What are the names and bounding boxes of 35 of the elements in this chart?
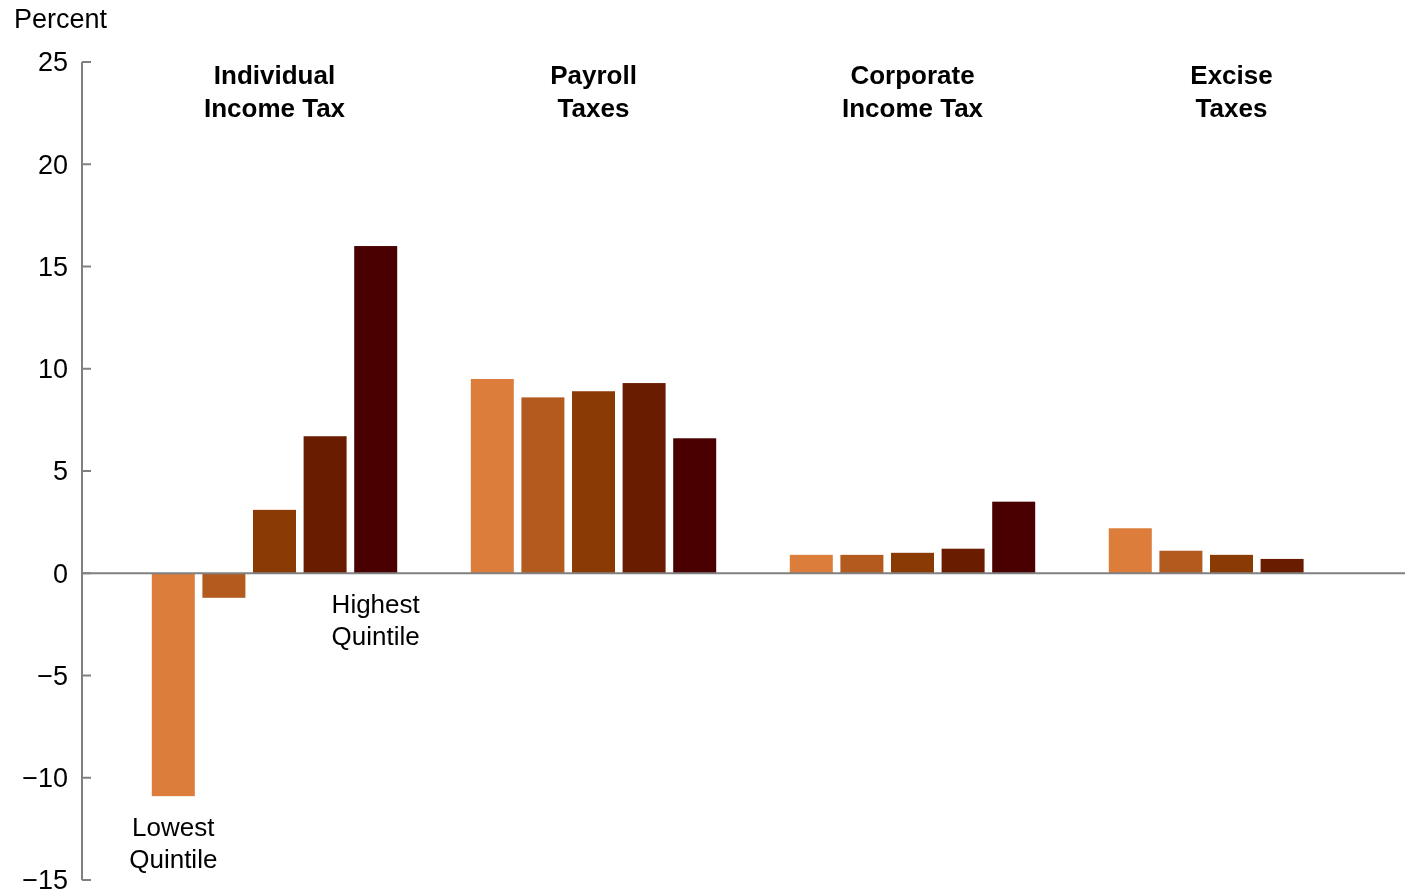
- bar: [992, 501, 1036, 574]
- bar: [622, 383, 666, 574]
- y-tick-label: 0: [52, 558, 68, 589]
- bar: [202, 573, 246, 598]
- x-tick-label: Excise Taxes: [1190, 60, 1273, 123]
- bar: [1108, 528, 1152, 574]
- bar: [673, 438, 717, 574]
- bar: [151, 573, 195, 797]
- bar: [891, 552, 934, 574]
- bar: [1210, 554, 1253, 574]
- bar: [840, 554, 884, 574]
- bar: [303, 436, 347, 574]
- bar: [789, 554, 833, 574]
- y-tick-label: −5: [37, 660, 68, 691]
- bar: [470, 378, 514, 574]
- bar: [521, 397, 565, 574]
- y-tick-label: 5: [52, 456, 68, 487]
- bar: [1260, 558, 1304, 574]
- bar: [941, 548, 985, 574]
- bar: [572, 391, 615, 574]
- x-tick-label: Payroll Taxes: [550, 60, 637, 123]
- y-tick-label: 25: [37, 47, 68, 78]
- y-tick-label: −10: [22, 763, 68, 794]
- y-axis-title: Percent: [14, 4, 108, 34]
- y-tick-label: −15: [22, 865, 68, 891]
- bar: [253, 509, 296, 574]
- series-label: Highest Quintile: [331, 589, 421, 652]
- x-tick-label: Corporate Income Tax: [841, 60, 984, 123]
- y-tick-label: 20: [37, 149, 68, 180]
- y-tick-label: 15: [37, 251, 68, 282]
- series-label: Lowest Quintile: [129, 812, 218, 875]
- y-tick-label: 10: [37, 354, 68, 385]
- bar: [354, 246, 398, 574]
- bar: [1159, 550, 1203, 574]
- x-tick-label: Individual Income Tax: [203, 60, 346, 123]
